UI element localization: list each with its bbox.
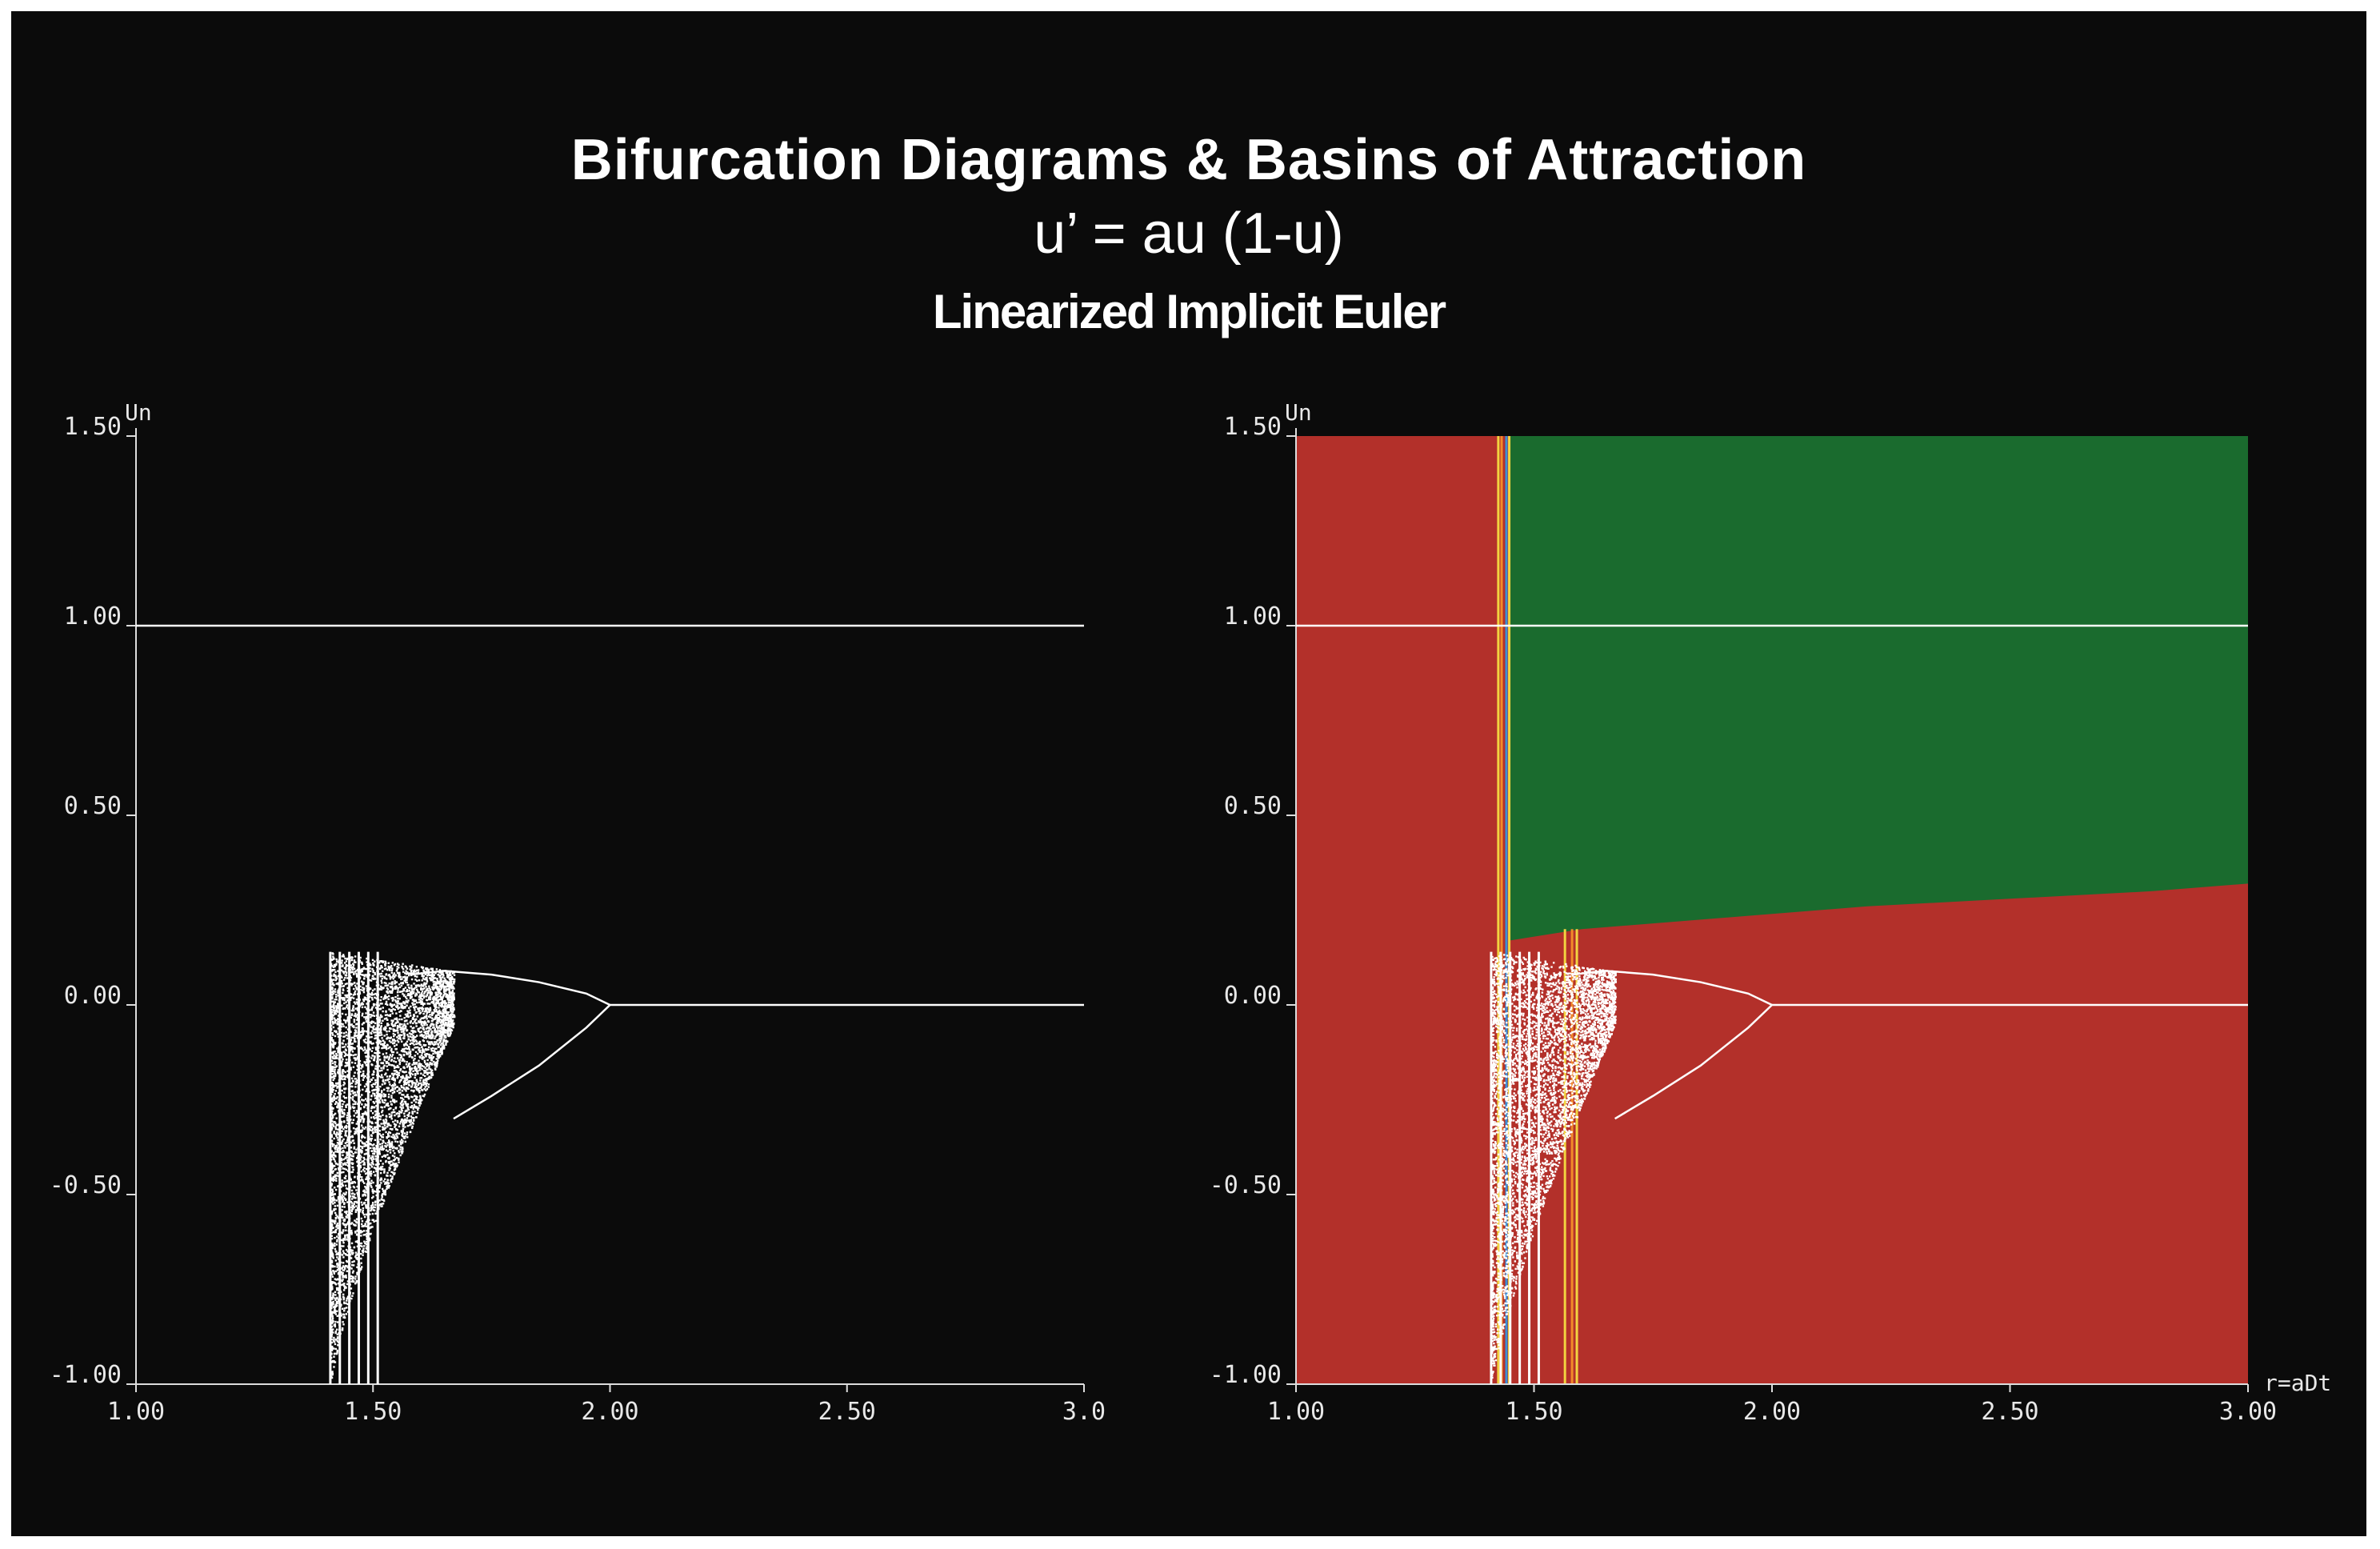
y-tick-label: 0.00	[64, 982, 122, 1010]
x-tick-label: 2.50	[1981, 1398, 2038, 1426]
y-tick-label: -1.00	[1210, 1361, 1282, 1389]
chart-title: Bifurcation Diagrams & Basins of Attract…	[570, 128, 1807, 192]
x-tick-label: 1.50	[1505, 1398, 1562, 1426]
x-tick-label: 2.00	[1743, 1398, 1801, 1426]
basin-green-region	[1510, 436, 2248, 941]
x-tick-label: 1.50	[344, 1398, 402, 1426]
period2-upper-branch	[410, 970, 611, 1007]
x-tick-label: 3.00	[2219, 1398, 2277, 1426]
title-block: Bifurcation Diagrams & Basins of Attract…	[11, 123, 2366, 354]
x-tick-label: 1.00	[107, 1398, 165, 1426]
y-tick-label: 1.00	[1224, 602, 1282, 630]
equation-subtitle: u’ = au (1-u)	[1034, 202, 1344, 266]
y-tick-label: 0.50	[1224, 792, 1282, 820]
y-tick-label: 0.00	[1224, 982, 1282, 1010]
y-axis-label: Un	[1285, 399, 1312, 426]
y-tick-label: 1.50	[64, 413, 122, 441]
y-tick-label: -1.00	[50, 1361, 122, 1389]
panel-right: 1.50 1.00 0.50 0.00 -0.50 -1.00 1.00 1.50 2.00 2.…	[1210, 399, 2332, 1426]
period2-lower-branch	[453, 1004, 611, 1120]
x-tick-label: 2.50	[818, 1398, 876, 1426]
x-tick-label: 3.0	[1062, 1398, 1106, 1426]
x-tick-label: 2.00	[581, 1398, 638, 1426]
y-tick-label: -0.50	[1210, 1171, 1282, 1199]
method-subtitle: Linearized Implicit Euler	[932, 285, 1446, 338]
x-axis-label: r=aDt	[2264, 1370, 2331, 1396]
period2-lower-branch	[1614, 1004, 1773, 1120]
y-axis-label: Un	[125, 399, 152, 426]
y-tick-label: 1.50	[1224, 413, 1282, 441]
panel-left: 1.50 1.00 0.50 0.00 -0.50 -1.00 1.00 1.50 2.00 2.…	[50, 399, 1106, 1426]
y-tick-label: -0.50	[50, 1171, 122, 1199]
x-tick-label: 1.00	[1267, 1398, 1325, 1426]
y-tick-label: 0.50	[64, 792, 122, 820]
y-tick-label: 1.00	[64, 602, 122, 630]
